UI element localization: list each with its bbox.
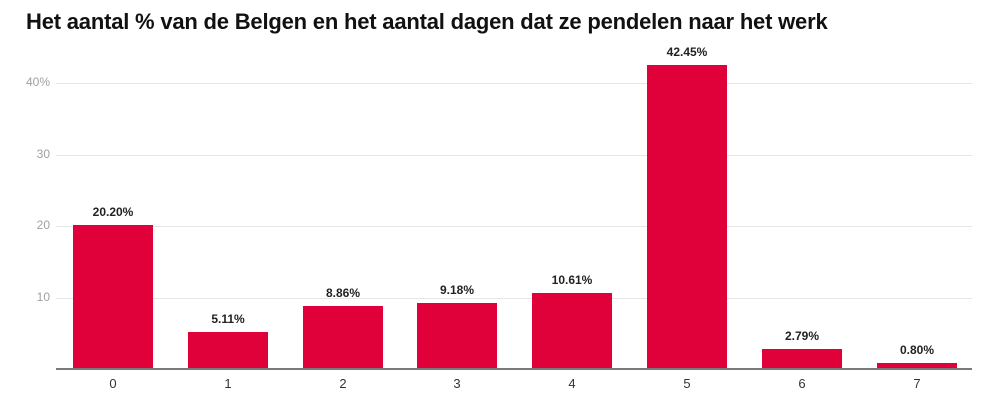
bar-value-label: 0.80% <box>899 343 935 357</box>
bar-value-label: 9.18% <box>439 283 475 297</box>
bar <box>417 303 497 369</box>
bar <box>532 293 612 369</box>
bar <box>647 65 727 369</box>
gridline <box>56 298 972 299</box>
x-tick-label: 6 <box>798 376 806 391</box>
bar-value-label: 42.45% <box>666 45 708 59</box>
bar <box>188 332 268 369</box>
gridline <box>56 83 972 84</box>
bar-value-label: 20.20% <box>92 205 134 219</box>
gridline <box>56 155 972 156</box>
y-tick-label: 40% <box>25 75 50 89</box>
chart-title: Het aantal % van de Belgen en het aantal… <box>26 9 828 34</box>
x-axis-line <box>56 368 972 370</box>
bar-value-label: 10.61% <box>551 273 593 287</box>
bar-value-label: 8.86% <box>325 286 361 300</box>
y-tick-label: 10 <box>36 290 50 304</box>
x-tick-label: 4 <box>568 376 576 391</box>
y-tick-label: 20 <box>36 218 50 232</box>
y-tick-label: 30 <box>36 147 50 161</box>
x-tick-label: 7 <box>913 376 921 391</box>
x-tick-label: 2 <box>339 376 347 391</box>
bar <box>303 306 383 369</box>
x-tick-label: 3 <box>453 376 461 391</box>
bar-value-label: 5.11% <box>211 312 245 326</box>
x-tick-label: 1 <box>224 376 232 391</box>
bar <box>877 363 957 369</box>
bar-value-label: 2.79% <box>784 329 820 343</box>
bar <box>73 225 153 369</box>
x-tick-label: 0 <box>109 376 117 391</box>
gridline <box>56 226 972 227</box>
x-tick-label: 5 <box>683 376 691 391</box>
bar <box>762 349 842 369</box>
